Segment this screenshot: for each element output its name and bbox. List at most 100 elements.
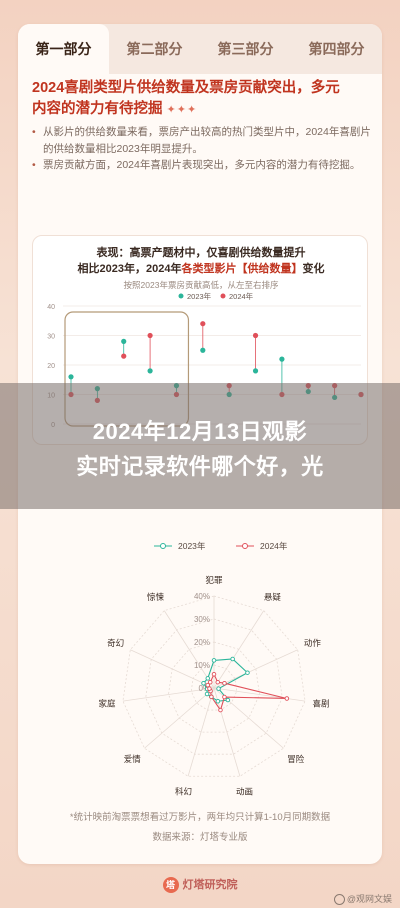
watermark-text: @观网文娱	[346, 894, 392, 904]
legend-label-2023: 2023年	[178, 541, 206, 551]
category-label: 惊悚	[147, 592, 165, 602]
point-2023	[200, 347, 206, 353]
category-label: 科幻	[175, 787, 192, 797]
weibo-icon	[333, 894, 345, 906]
category-label: 悬疑	[264, 592, 282, 602]
radar-ring	[145, 618, 283, 755]
legend-marker-2024	[242, 543, 248, 549]
point-2023	[252, 368, 259, 374]
point-2023	[68, 374, 74, 380]
bullet-list: 从影片的供给数量来看，票房产出较高的热门类型片中，2024年喜剧片的供给数量相比…	[32, 124, 376, 174]
point-2023	[279, 356, 285, 362]
radar-spoke	[213, 687, 306, 702]
radar-spoke	[213, 649, 298, 689]
category-label: 动作	[304, 638, 322, 648]
tab-part-2[interactable]: 第二部分	[126, 41, 183, 57]
radar-point	[218, 707, 223, 713]
point-2024	[147, 332, 153, 339]
radar-point	[215, 679, 220, 685]
radar-spoke	[187, 687, 215, 777]
radar-point	[215, 698, 221, 704]
radar-point	[222, 680, 227, 686]
radar-point	[208, 679, 213, 685]
radar-point	[201, 680, 206, 686]
category-label: 动画	[236, 787, 253, 797]
radar-point	[222, 694, 227, 700]
footnote-line-1: *统计映前淘票票想看过万影片，两年均只计算1-10月同期数据	[69, 812, 331, 823]
radar-spoke	[163, 610, 215, 689]
radar-spoke	[213, 610, 265, 689]
ring-label: 30%	[194, 615, 210, 624]
y-tick-label: 40	[47, 304, 55, 311]
category-label: 喜剧	[312, 698, 329, 708]
point-2024	[252, 332, 259, 339]
radar-spoke	[144, 687, 215, 749]
point-2023	[121, 338, 127, 344]
y-tick-label: 30	[47, 334, 55, 341]
legend-label-2024: 2024年	[260, 541, 288, 551]
radar-point	[205, 676, 211, 681]
legend-label-2023: 2023年	[187, 292, 212, 301]
lighthouse-logo-icon: 塔	[162, 877, 179, 894]
point-2024	[121, 353, 127, 359]
radar-point	[207, 686, 212, 691]
supply-chart-title: 表现：高票产题材中，仅喜剧供给数量提升	[96, 247, 306, 259]
tab-part-3[interactable]: 第三部分	[217, 41, 274, 57]
bullet-item: 票房贡献方面，2024年喜剧片表现突出，多元内容的潜力有待挖掘。	[32, 157, 376, 174]
overlay-title: 2024年12月13日观影 实时记录软件哪个好，光	[0, 414, 400, 484]
y-tick-label: 20	[47, 363, 55, 370]
radar-point	[211, 658, 217, 663]
heading-line-1: 2024喜剧类型片供给数量及票房贡献突出，多元	[32, 80, 340, 96]
brand-name: 灯塔研究院	[182, 879, 238, 891]
ring-label: 20%	[194, 638, 210, 647]
overlay-title-line-2: 实时记录软件哪个好，光	[76, 454, 324, 479]
category-label: 冒险	[287, 754, 305, 764]
footnote-source: 数据来源：灯塔专业版	[152, 832, 248, 843]
section-heading: 2024喜剧类型片供给数量及票房贡献突出，多元 内容的潜力有待挖掘 ✦✦✦	[32, 78, 372, 121]
category-label: 犯罪	[205, 575, 223, 585]
footnote: *统计映前淘票票想看过万影片，两年均只计算1-10月同期数据 数据来源：灯塔专业…	[32, 808, 368, 848]
radar-point	[225, 697, 231, 703]
overlay-title-line-1: 2024年12月13日观影	[92, 419, 308, 444]
category-label: 奇幻	[107, 638, 124, 648]
category-label: 爱情	[124, 754, 142, 764]
ring-label: 0%	[198, 684, 210, 693]
legend-marker-2023	[160, 543, 166, 549]
chart-legend: 2023年 2024年	[178, 292, 254, 301]
radar-point	[245, 670, 250, 675]
legend-marker-2023	[178, 293, 184, 299]
radar-point	[284, 696, 290, 701]
radar-ring	[168, 641, 260, 733]
supply-chart-subtitle: 相比2023年，2024年各类型影片【供给数量】变化	[33, 262, 369, 277]
tab-part-1[interactable]: 第一部分	[18, 24, 109, 74]
brand-footer: 塔灯塔研究院	[0, 876, 400, 894]
subtitle-part-c: 变化	[302, 263, 325, 275]
tab-part-4[interactable]: 第四部分	[308, 41, 365, 57]
category-label: 家庭	[98, 698, 116, 708]
radar-point	[204, 691, 210, 697]
point-2023	[147, 368, 153, 374]
bullet-item: 从影片的供给数量来看，票房产出较高的热门类型片中，2024年喜剧片的供给数量相比…	[32, 124, 376, 157]
supply-chart-note: 按照2023年票房贡献高低，从左至右排序	[123, 280, 279, 290]
radar-point	[216, 686, 221, 691]
subtitle-part-b: 各类型影片【供给数量】	[181, 263, 303, 275]
heading-line-2: 内容的潜力有待挖掘	[32, 101, 163, 117]
radar-point	[211, 671, 217, 677]
title-overlay	[0, 383, 400, 509]
point-2024	[200, 321, 206, 327]
section-tabs: 第一部分 第二部分 第三部分 第四部分	[18, 24, 382, 74]
ring-label: 40%	[194, 592, 210, 601]
sparkle-icon: ✦✦✦	[166, 104, 198, 116]
radar-ring	[122, 595, 306, 777]
radar-point	[230, 656, 235, 662]
radar-point	[209, 694, 214, 700]
ring-label: 10%	[194, 661, 210, 670]
radar-spoke	[122, 687, 215, 702]
legend-label-2024: 2024年	[229, 292, 254, 301]
radar-legend: 2023年 2024年	[154, 541, 288, 551]
watermark: @观网文娱	[333, 892, 392, 906]
radar-point	[205, 682, 210, 688]
legend-marker-2024	[220, 293, 226, 299]
radar-spoke	[130, 649, 215, 689]
